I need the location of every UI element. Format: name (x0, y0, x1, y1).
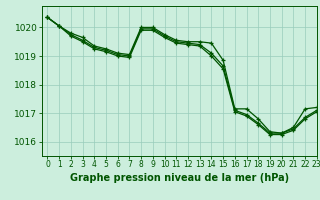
X-axis label: Graphe pression niveau de la mer (hPa): Graphe pression niveau de la mer (hPa) (70, 173, 289, 183)
